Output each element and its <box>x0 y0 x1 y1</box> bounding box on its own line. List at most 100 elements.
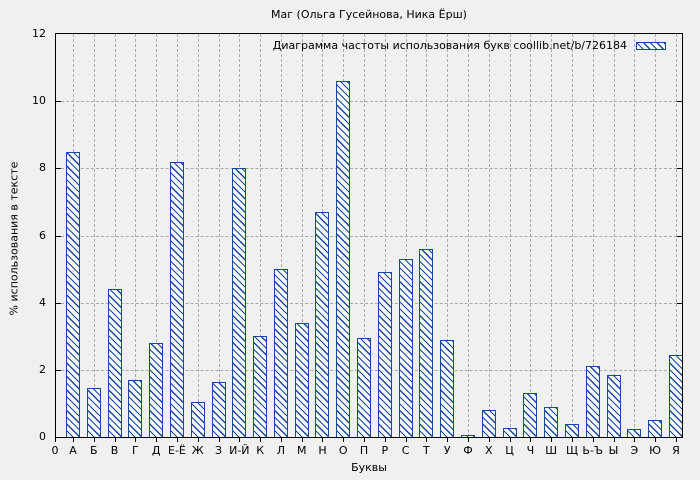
x-tick-label: И-Й <box>229 444 250 457</box>
x-tick-label: М <box>296 444 307 457</box>
x-tick-label: Ч <box>526 444 535 457</box>
x-tick <box>343 438 345 442</box>
bar <box>66 152 80 437</box>
x-tick <box>55 438 56 442</box>
x-tick <box>634 438 636 442</box>
h-gridline <box>56 302 682 304</box>
x-origin-label: 0 <box>51 444 59 457</box>
v-gridline <box>156 34 158 437</box>
y-tick <box>56 302 61 304</box>
bar <box>606 375 621 437</box>
x-tick <box>426 438 428 442</box>
x-tick-label: К <box>256 444 265 457</box>
v-gridline <box>447 34 449 437</box>
y-tick-label: 10 <box>32 94 46 108</box>
x-tick <box>197 438 199 442</box>
plot-area: Диаграмма частоты использования букв coo… <box>55 33 683 438</box>
x-tick-label: Р <box>381 444 389 457</box>
x-tick-label: В <box>110 444 119 457</box>
x-tick-label: Н <box>318 444 327 457</box>
x-tick <box>260 438 262 442</box>
x-tick-label: Ю <box>649 444 662 457</box>
bar <box>86 388 101 437</box>
y-tick-label: 2 <box>39 362 46 376</box>
bar <box>398 259 413 437</box>
x-tick <box>551 438 553 442</box>
x-tick-label: Ы <box>608 444 619 457</box>
v-gridline <box>426 34 428 437</box>
v-gridline <box>301 34 303 437</box>
x-tick <box>384 438 386 442</box>
x-tick <box>405 438 407 442</box>
v-gridline <box>260 34 262 437</box>
x-tick <box>239 438 241 442</box>
v-gridline <box>114 34 116 437</box>
x-tick <box>301 438 303 442</box>
y-tick-label: 0 <box>39 430 46 443</box>
bar <box>190 402 205 437</box>
x-tick <box>114 438 116 442</box>
x-tick <box>488 438 490 442</box>
x-tick-label: Б <box>90 444 98 457</box>
bar <box>315 212 330 437</box>
y-tick <box>56 168 61 170</box>
v-gridline <box>634 34 636 437</box>
x-tick-label: Д <box>151 444 161 457</box>
v-gridline <box>655 34 657 437</box>
h-gridline <box>56 101 682 103</box>
v-gridline <box>218 34 220 437</box>
x-tick-label: Т <box>423 444 430 457</box>
bar <box>149 343 164 437</box>
x-tick-label: П <box>359 444 369 457</box>
v-gridline <box>197 34 199 437</box>
legend-label: Диаграмма частоты использования букв coo… <box>272 39 627 52</box>
x-tick-label: У <box>443 444 451 457</box>
h-gridline <box>56 235 682 237</box>
x-tick <box>93 438 95 442</box>
y-tick <box>56 101 61 103</box>
bar <box>523 393 538 437</box>
v-gridline <box>675 34 677 437</box>
x-tick-label: Ф <box>463 444 473 457</box>
bar <box>107 289 122 437</box>
x-tick <box>73 438 74 442</box>
v-gridline <box>509 34 511 437</box>
bar <box>273 269 288 437</box>
x-tick-label: Э <box>630 444 639 457</box>
v-gridline <box>280 34 282 437</box>
y-tick <box>677 101 682 103</box>
x-tick <box>176 438 178 442</box>
y-tick <box>56 235 61 237</box>
x-tick-label: О <box>338 444 348 457</box>
y-tick <box>56 369 61 371</box>
bar <box>502 428 517 437</box>
v-gridline <box>384 34 386 437</box>
bar <box>585 366 600 437</box>
bar <box>440 340 455 437</box>
x-tick-label: С <box>401 444 410 457</box>
bar <box>544 407 559 437</box>
v-gridline <box>364 34 366 437</box>
x-tick-label: З <box>214 444 223 457</box>
y-tick <box>677 235 682 237</box>
bar <box>253 336 268 437</box>
y-tick-label: 4 <box>39 295 46 309</box>
x-tick <box>468 438 469 442</box>
y-tick <box>677 302 682 304</box>
bar <box>668 355 682 437</box>
x-tick-label: Л <box>276 444 286 457</box>
bar <box>211 382 226 437</box>
chart-title: Маг (Ольга Гусейнова, Ника Ёрш) <box>271 8 467 21</box>
x-tick <box>447 438 449 442</box>
x-tick-label: Ь-Ъ <box>582 444 604 457</box>
x-tick-label: Я <box>672 444 680 457</box>
x-tick <box>322 438 324 442</box>
x-tick-label: А <box>69 444 77 457</box>
x-tick-label: Г <box>132 444 139 457</box>
h-gridline <box>56 168 682 170</box>
v-gridline <box>551 34 553 437</box>
bar <box>564 424 579 437</box>
v-gridline <box>405 34 407 437</box>
x-tick-label: Ц <box>505 444 514 457</box>
